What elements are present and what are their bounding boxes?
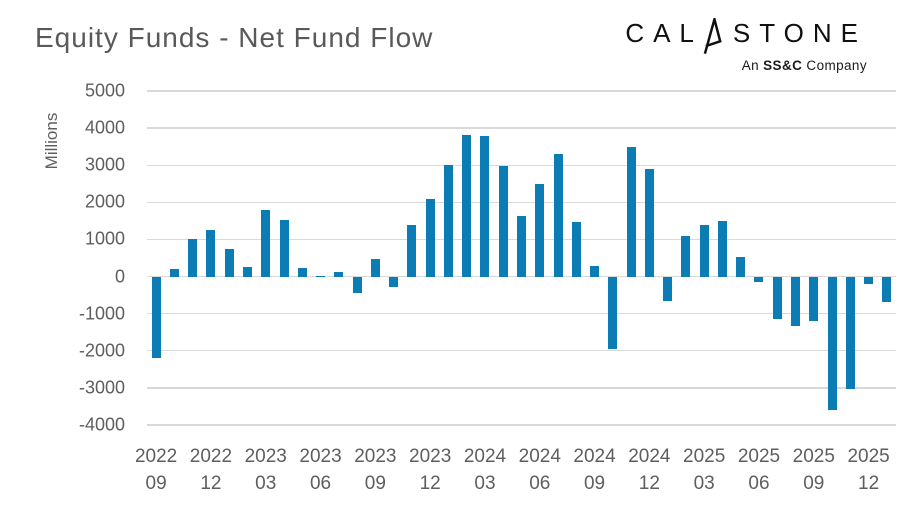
y-tick-label: 5000	[84, 80, 125, 101]
bar-2022-11	[188, 239, 198, 277]
bar-2025-03	[699, 225, 709, 277]
y-tick-label: 0	[114, 266, 125, 287]
x-tick-label: 2024 03	[463, 446, 507, 494]
x-tick-label: 2024 09	[573, 446, 616, 494]
x-tick-label: 2023 12	[409, 446, 452, 494]
gridline	[147, 387, 896, 389]
bar-2023-05	[297, 267, 307, 277]
bar-2025-09	[809, 276, 819, 322]
bar-2023-11	[407, 224, 417, 277]
y-tick-label: 4000	[84, 117, 125, 138]
bar-2025-04	[717, 220, 727, 277]
bar-2025-06	[754, 276, 764, 283]
bar-2024-01	[443, 165, 453, 277]
bar-2024-07	[553, 154, 563, 277]
bar-2024-06	[535, 184, 545, 277]
bar-2023-09	[370, 258, 380, 277]
bar-2023-04	[279, 220, 289, 277]
y-tick-label: 2000	[84, 191, 125, 212]
gridline	[147, 312, 896, 315]
plot-area	[147, 90, 896, 426]
x-axis-tick-labels: 2022 09 2022 12 2023 03 2023 06 2023 09 2023 12 2024…	[135, 443, 896, 503]
gridline	[147, 127, 896, 129]
y-tick-label: -3000	[78, 377, 125, 398]
bar-2023-12	[425, 199, 435, 277]
bar-2024-12	[644, 168, 654, 277]
x-tick-label: 2025 03	[683, 446, 726, 494]
bar-2022-09	[151, 276, 161, 359]
bar-2026-01	[882, 276, 892, 303]
bar-2023-10	[389, 276, 399, 287]
bar-2025-12	[864, 276, 874, 284]
bar-2023-03	[261, 210, 271, 277]
gridline	[147, 424, 896, 426]
gridline	[147, 164, 896, 166]
brand-tagline: An SS&C Company	[625, 58, 867, 73]
bar-2024-09	[590, 265, 600, 277]
x-tick-label: 2023 03	[244, 446, 287, 494]
calastone-arrow-a-icon	[703, 18, 722, 55]
bar-2024-03	[480, 135, 490, 277]
bar-2024-05	[517, 216, 526, 277]
bar-2024-11	[626, 147, 636, 277]
tagline-ssc: SS&C	[763, 58, 803, 73]
bar-2024-02	[462, 134, 472, 277]
bar-2024-04	[498, 165, 508, 277]
y-tick-label: -4000	[78, 414, 125, 435]
brand-text-prefix: CAL	[625, 18, 703, 48]
tagline-suffix: Company	[802, 58, 867, 73]
x-tick-label: 2025 12	[847, 446, 890, 494]
bar-2025-07	[772, 276, 782, 320]
bar-2025-10	[827, 276, 837, 411]
tagline-prefix: An	[741, 58, 764, 73]
x-tick-label: 2025 06	[737, 446, 781, 494]
gridline	[147, 90, 896, 92]
x-tick-label: 2022 09	[134, 446, 178, 494]
bar-2023-08	[352, 276, 362, 293]
x-tick-label: 2024 06	[518, 446, 561, 494]
y-tick-label: -1000	[78, 303, 125, 324]
calastone-logo: CAL STONE An SS&C Company	[625, 18, 867, 73]
brand-text-suffix: STONE	[732, 18, 867, 48]
bar-2024-08	[571, 222, 581, 277]
bar-2025-08	[791, 276, 801, 326]
bar-2023-01	[224, 249, 234, 277]
bar-2024-10	[608, 276, 618, 349]
bar-2025-01	[663, 276, 673, 302]
y-tick-label: 3000	[84, 154, 125, 175]
y-axis-tick-labels: 5000 4000 3000 2000 1000 0 -1000 -2000 -3000 -400…	[0, 81, 125, 435]
x-tick-label: 2024 12	[628, 446, 671, 494]
y-tick-label: 1000	[84, 228, 125, 249]
brand-wordmark: CAL STONE	[625, 18, 867, 55]
bar-2025-05	[736, 257, 746, 277]
gridline	[147, 201, 896, 204]
bar-2022-10	[169, 269, 179, 277]
x-tick-label: 2025 09	[792, 446, 835, 494]
gridline	[147, 350, 896, 352]
x-tick-label: 2023 09	[354, 446, 397, 494]
bar-2025-02	[681, 236, 691, 277]
bar-2025-11	[845, 276, 855, 390]
page-title: Equity Funds - Net Fund Flow	[35, 22, 434, 53]
x-tick-label: 2023 06	[299, 446, 342, 494]
y-tick-label: -2000	[78, 340, 125, 361]
bar-2023-06	[316, 275, 326, 277]
bar-2023-07	[334, 271, 344, 277]
x-tick-label: 2022 12	[189, 446, 233, 494]
gridline	[147, 275, 896, 278]
bar-2023-02	[242, 266, 252, 277]
bar-2022-12	[206, 230, 216, 277]
